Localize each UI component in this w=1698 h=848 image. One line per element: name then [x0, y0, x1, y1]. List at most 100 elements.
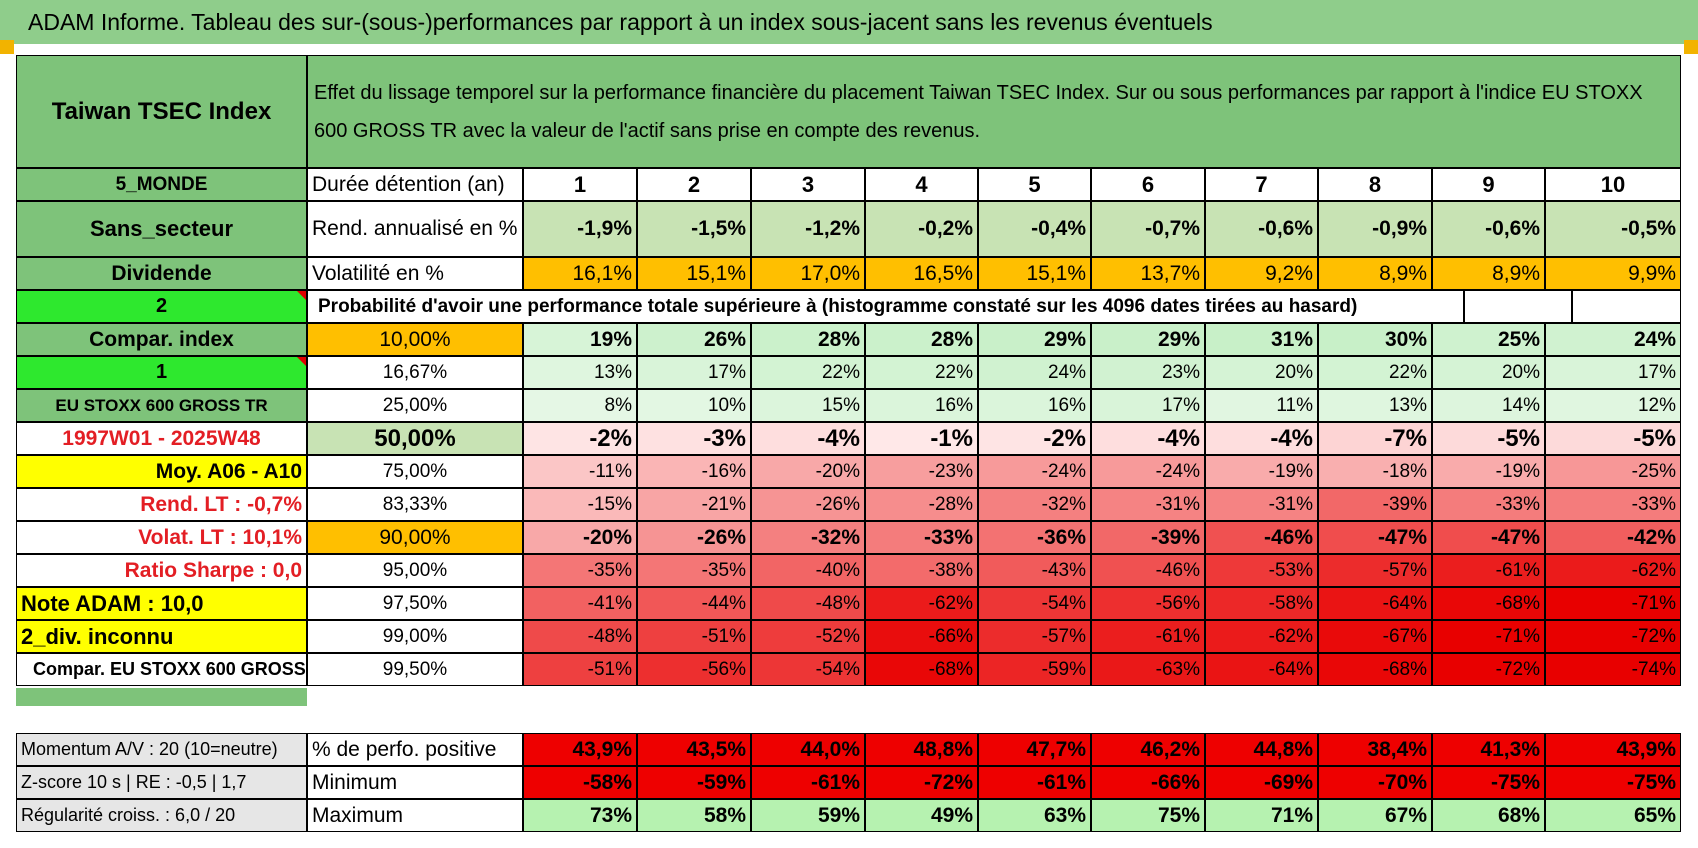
zscore-cell[interactable]: Z-score 10 s | RE : -0,5 | 1,7 — [16, 766, 307, 799]
prob-cell[interactable]: -15% — [523, 488, 637, 521]
stat-cell[interactable]: -58% — [523, 766, 637, 799]
year-header[interactable]: 4 — [865, 168, 978, 201]
prob-cell[interactable]: 8% — [523, 389, 637, 422]
prob-threshold[interactable]: 10,00% — [307, 323, 523, 356]
prob-cell[interactable]: -64% — [1205, 653, 1318, 686]
stat-cell[interactable]: 41,3% — [1432, 733, 1545, 766]
prob-cell[interactable]: 16% — [865, 389, 978, 422]
rend-label[interactable]: Rend. annualisé en % — [307, 201, 523, 257]
empty-cell[interactable] — [1572, 290, 1681, 323]
prob-cell[interactable]: 10% — [637, 389, 751, 422]
stat-cell[interactable]: 44,8% — [1205, 733, 1318, 766]
year-header[interactable]: 10 — [1545, 168, 1681, 201]
stat-cell[interactable]: 38,4% — [1318, 733, 1432, 766]
prob-cell[interactable]: -57% — [1318, 554, 1432, 587]
year-header[interactable]: 3 — [751, 168, 865, 201]
prob-cell[interactable]: 28% — [865, 323, 978, 356]
prob-cell[interactable]: -32% — [978, 488, 1091, 521]
year-header[interactable]: 2 — [637, 168, 751, 201]
prob-cell[interactable]: -24% — [1091, 455, 1205, 488]
volat-lt-cell[interactable]: Volat. LT : 10,1% — [16, 521, 307, 554]
stat-label[interactable]: Minimum — [307, 766, 523, 799]
prob-cell[interactable]: -21% — [637, 488, 751, 521]
prob-cell[interactable]: -1% — [865, 422, 978, 455]
prob-cell[interactable]: -48% — [523, 620, 637, 653]
prob-cell[interactable]: -4% — [1205, 422, 1318, 455]
prob-cell[interactable]: -25% — [1545, 455, 1681, 488]
prob-cell[interactable]: -68% — [1318, 653, 1432, 686]
prob-threshold[interactable]: 95,00% — [307, 554, 523, 587]
stat-cell[interactable]: 43,5% — [637, 733, 751, 766]
prob-cell[interactable]: -74% — [1545, 653, 1681, 686]
prob-cell[interactable]: 17% — [1091, 389, 1205, 422]
prob-cell[interactable]: -53% — [1205, 554, 1318, 587]
prob-cell[interactable]: -57% — [978, 620, 1091, 653]
prob-cell[interactable]: -32% — [751, 521, 865, 554]
prob-cell[interactable]: -66% — [865, 620, 978, 653]
year-header[interactable]: 9 — [1432, 168, 1545, 201]
prob-cell[interactable]: -5% — [1545, 422, 1681, 455]
prob-cell[interactable]: 22% — [751, 356, 865, 389]
stat-label[interactable]: % de perfo. positive — [307, 733, 523, 766]
stat-cell[interactable]: 73% — [523, 799, 637, 832]
prob-cell[interactable]: -72% — [1545, 620, 1681, 653]
prob-cell[interactable]: -2% — [978, 422, 1091, 455]
prob-cell[interactable]: -67% — [1318, 620, 1432, 653]
prob-cell[interactable]: -33% — [1432, 488, 1545, 521]
stat-cell[interactable]: -75% — [1432, 766, 1545, 799]
prob-cell[interactable]: -54% — [978, 587, 1091, 620]
vol-cell[interactable]: 15,1% — [637, 257, 751, 290]
stat-cell[interactable]: 58% — [637, 799, 751, 832]
prob-cell[interactable]: 22% — [865, 356, 978, 389]
prob-cell[interactable]: -28% — [865, 488, 978, 521]
stat-cell[interactable]: -72% — [865, 766, 978, 799]
vol-label[interactable]: Volatilité en % — [307, 257, 523, 290]
rend-cell[interactable]: -1,5% — [637, 201, 751, 257]
prob-cell[interactable]: -2% — [523, 422, 637, 455]
stat-cell[interactable]: -75% — [1545, 766, 1681, 799]
stat-cell[interactable]: 47,7% — [978, 733, 1091, 766]
prob-cell[interactable]: -24% — [978, 455, 1091, 488]
duree-label[interactable]: Durée détention (an) — [307, 168, 523, 201]
stat-cell[interactable]: 43,9% — [1545, 733, 1681, 766]
prob-cell[interactable]: 29% — [1091, 323, 1205, 356]
rend-cell[interactable]: -0,6% — [1432, 201, 1545, 257]
stat-cell[interactable]: 63% — [978, 799, 1091, 832]
prob-cell[interactable]: -72% — [1432, 653, 1545, 686]
prob-cell[interactable]: -48% — [751, 587, 865, 620]
prob-cell[interactable]: -20% — [751, 455, 865, 488]
prob-cell[interactable]: -19% — [1432, 455, 1545, 488]
vol-cell[interactable]: 9,9% — [1545, 257, 1681, 290]
moy-cell[interactable]: Moy. A06 - A10 — [16, 455, 307, 488]
prob-cell[interactable]: -26% — [751, 488, 865, 521]
vol-cell[interactable]: 8,9% — [1432, 257, 1545, 290]
prob-cell[interactable]: -71% — [1545, 587, 1681, 620]
prob-threshold[interactable]: 83,33% — [307, 488, 523, 521]
prob-cell[interactable]: -38% — [865, 554, 978, 587]
prob-cell[interactable]: -58% — [1205, 587, 1318, 620]
prob-cell[interactable]: 13% — [523, 356, 637, 389]
prob-cell[interactable]: -5% — [1432, 422, 1545, 455]
rend-cell[interactable]: -0,9% — [1318, 201, 1432, 257]
prob-cell[interactable]: -3% — [637, 422, 751, 455]
prob-cell[interactable]: -16% — [637, 455, 751, 488]
sharpe-cell[interactable]: Ratio Sharpe : 0,0 — [16, 554, 307, 587]
prob-cell[interactable]: -36% — [978, 521, 1091, 554]
prob-cell[interactable]: -62% — [865, 587, 978, 620]
prob-cell[interactable]: 16% — [978, 389, 1091, 422]
prob-cell[interactable]: -47% — [1432, 521, 1545, 554]
count-1-cell[interactable]: 1 — [16, 356, 307, 389]
prob-cell[interactable]: -51% — [523, 653, 637, 686]
rend-cell[interactable]: -0,2% — [865, 201, 978, 257]
prob-threshold[interactable]: 75,00% — [307, 455, 523, 488]
stat-cell[interactable]: 59% — [751, 799, 865, 832]
stat-cell[interactable]: -70% — [1318, 766, 1432, 799]
prob-cell[interactable]: -23% — [865, 455, 978, 488]
prob-cell[interactable]: -39% — [1318, 488, 1432, 521]
prob-cell[interactable]: -59% — [978, 653, 1091, 686]
prob-label[interactable]: Probabilité d'avoir une performance tota… — [307, 290, 1464, 323]
vol-cell[interactable]: 15,1% — [978, 257, 1091, 290]
stat-cell[interactable]: -66% — [1091, 766, 1205, 799]
year-header[interactable]: 6 — [1091, 168, 1205, 201]
prob-cell[interactable]: 24% — [978, 356, 1091, 389]
